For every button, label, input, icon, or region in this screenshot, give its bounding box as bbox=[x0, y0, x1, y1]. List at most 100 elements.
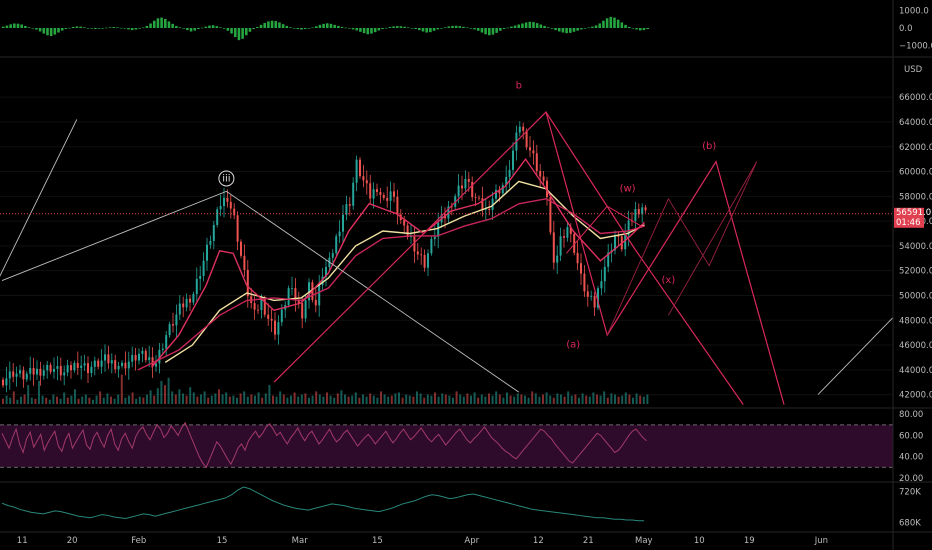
volume-bar bbox=[596, 394, 598, 404]
volume-bar bbox=[142, 397, 145, 404]
volume-bar bbox=[358, 397, 361, 404]
histogram-bar bbox=[506, 27, 509, 29]
histogram-bar bbox=[362, 28, 366, 34]
histogram-bar bbox=[591, 26, 594, 28]
candle-body bbox=[294, 288, 297, 301]
histogram-bar bbox=[248, 28, 252, 32]
volume-bar bbox=[376, 397, 379, 404]
time-axis-label: 19 bbox=[744, 536, 755, 546]
candle-body bbox=[525, 130, 528, 148]
price-tag-countdown: 01:46 bbox=[896, 218, 921, 228]
rsi-band bbox=[0, 424, 893, 468]
histogram-bar bbox=[587, 27, 590, 29]
candle-body bbox=[597, 288, 599, 308]
histogram-bar bbox=[425, 28, 428, 33]
volume-bar bbox=[88, 397, 91, 404]
volume-bar bbox=[336, 393, 339, 404]
volume-bar bbox=[542, 394, 544, 404]
candle-body bbox=[25, 373, 28, 380]
candle-body bbox=[478, 197, 480, 199]
candle-body bbox=[257, 309, 259, 311]
volume-bar bbox=[41, 395, 44, 404]
histogram-bar bbox=[197, 28, 200, 30]
histogram-bar bbox=[270, 20, 274, 28]
volume-bar bbox=[189, 387, 192, 404]
volume-bar bbox=[520, 394, 523, 404]
histogram-bar bbox=[569, 28, 572, 33]
histogram-bar bbox=[521, 23, 524, 28]
rsi-axis: 80.00 60.00 40.00 20.00 bbox=[899, 410, 923, 484]
volume-bar bbox=[232, 395, 235, 404]
histogram-bar bbox=[60, 28, 64, 31]
candle-body bbox=[83, 363, 86, 366]
candle-body bbox=[301, 303, 304, 319]
volume-bar bbox=[117, 394, 120, 404]
candle-body bbox=[518, 126, 521, 133]
histogram-bar bbox=[344, 27, 347, 29]
candle-body bbox=[53, 368, 55, 372]
candle-body bbox=[580, 263, 582, 274]
candle-body bbox=[29, 367, 32, 374]
candle-body bbox=[59, 365, 62, 376]
volume-bar bbox=[257, 392, 260, 404]
volume-bar bbox=[207, 397, 210, 404]
volume-bar bbox=[59, 398, 62, 404]
volume-bar bbox=[488, 393, 490, 404]
time-axis[interactable]: 11 20 Feb 15 Mar 15 Apr 12 21 May 10 19 Jun bbox=[17, 536, 828, 546]
candle-body bbox=[471, 181, 474, 198]
candle-body bbox=[22, 370, 25, 380]
histogram-bar bbox=[5, 25, 9, 28]
candle-body bbox=[314, 299, 317, 306]
candle-body bbox=[393, 191, 395, 197]
time-axis-label: 12 bbox=[533, 536, 544, 546]
volume-bar bbox=[534, 393, 537, 404]
volume-bar bbox=[135, 398, 138, 404]
volume-bar bbox=[509, 395, 512, 404]
histogram-bar bbox=[388, 26, 392, 28]
candle-body bbox=[590, 296, 593, 297]
volume-bar bbox=[131, 392, 134, 404]
price-tick-label: 52000.0 bbox=[899, 267, 932, 277]
volume-bar bbox=[318, 394, 321, 404]
rsi-line bbox=[1, 421, 647, 469]
candle-body bbox=[131, 354, 134, 362]
histogram-bar bbox=[447, 26, 451, 28]
candle-body bbox=[362, 176, 365, 181]
histogram-bar bbox=[381, 28, 384, 30]
volume-bar bbox=[12, 391, 15, 404]
candle-body bbox=[644, 207, 647, 211]
candle-body bbox=[93, 360, 96, 367]
wave-label: b bbox=[516, 81, 522, 92]
volume-bar bbox=[304, 393, 307, 404]
price-panel[interactable]: iii b (b) (w) (x) (a) bbox=[0, 81, 894, 405]
histogram-bar bbox=[53, 28, 57, 35]
volume-bar bbox=[272, 395, 274, 404]
volume-bar bbox=[243, 391, 246, 404]
histogram-bar bbox=[215, 26, 219, 28]
histogram-bar bbox=[108, 27, 112, 28]
histogram-bar bbox=[182, 28, 185, 29]
volume-bar bbox=[30, 397, 33, 404]
candle-body bbox=[389, 191, 392, 201]
volume-bar bbox=[387, 396, 390, 404]
wave-projection-line bbox=[606, 161, 758, 336]
volume-bar bbox=[120, 374, 123, 404]
volume-bar bbox=[182, 393, 184, 404]
candle-body bbox=[335, 236, 338, 254]
volume-bar bbox=[473, 392, 476, 404]
volume-bar bbox=[228, 396, 231, 404]
candle-body bbox=[168, 324, 171, 336]
volume-bar bbox=[549, 395, 552, 404]
candle-body bbox=[202, 260, 205, 276]
volume-bar bbox=[444, 394, 447, 404]
candle-body bbox=[641, 207, 644, 215]
volume-bar bbox=[221, 394, 224, 404]
histogram-bar bbox=[278, 22, 281, 28]
volume-bar bbox=[506, 392, 508, 404]
candle-body bbox=[267, 314, 270, 319]
candle-body bbox=[498, 189, 501, 194]
candle-body bbox=[209, 240, 212, 245]
volume-bar bbox=[113, 398, 116, 404]
histogram-bar bbox=[410, 28, 414, 29]
